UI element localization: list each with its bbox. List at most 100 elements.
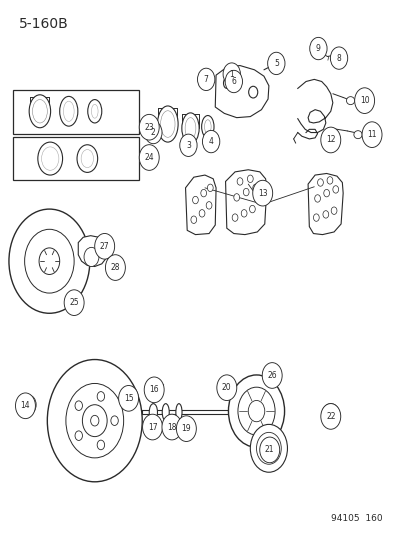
Polygon shape xyxy=(185,175,216,235)
Text: 94105  160: 94105 160 xyxy=(330,514,382,523)
Ellipse shape xyxy=(41,147,59,170)
Circle shape xyxy=(261,362,282,389)
Text: 8: 8 xyxy=(336,54,341,62)
Circle shape xyxy=(199,209,204,217)
Circle shape xyxy=(82,405,107,437)
Circle shape xyxy=(142,414,162,440)
Circle shape xyxy=(248,86,257,98)
Circle shape xyxy=(248,400,264,422)
Circle shape xyxy=(354,88,374,114)
Circle shape xyxy=(64,290,84,316)
Circle shape xyxy=(9,209,90,313)
Ellipse shape xyxy=(88,100,102,123)
Circle shape xyxy=(267,52,284,75)
Text: 13: 13 xyxy=(257,189,267,198)
Text: 28: 28 xyxy=(110,263,120,272)
Ellipse shape xyxy=(162,403,169,421)
Circle shape xyxy=(47,360,142,482)
Text: 27: 27 xyxy=(100,242,109,251)
Polygon shape xyxy=(215,66,268,118)
Text: 16: 16 xyxy=(149,385,159,394)
Ellipse shape xyxy=(204,120,211,134)
Ellipse shape xyxy=(160,111,175,138)
Text: 6: 6 xyxy=(231,77,236,86)
Circle shape xyxy=(119,385,138,411)
Circle shape xyxy=(197,68,214,91)
Circle shape xyxy=(207,184,213,191)
Circle shape xyxy=(252,180,272,206)
Text: 24: 24 xyxy=(144,153,154,162)
Circle shape xyxy=(206,201,211,209)
Polygon shape xyxy=(307,173,342,235)
Text: 15: 15 xyxy=(123,394,133,403)
Text: 23: 23 xyxy=(144,123,154,132)
Circle shape xyxy=(21,395,36,414)
Circle shape xyxy=(66,383,123,458)
Circle shape xyxy=(179,134,197,157)
Ellipse shape xyxy=(201,116,214,138)
Text: 20: 20 xyxy=(221,383,231,392)
Text: 11: 11 xyxy=(366,130,376,139)
Circle shape xyxy=(139,144,159,171)
Circle shape xyxy=(139,115,159,140)
Ellipse shape xyxy=(149,403,157,421)
Circle shape xyxy=(111,416,118,425)
Circle shape xyxy=(228,375,284,447)
Circle shape xyxy=(326,176,332,184)
Circle shape xyxy=(321,403,339,427)
Circle shape xyxy=(176,416,196,441)
Ellipse shape xyxy=(203,74,210,85)
Text: 3: 3 xyxy=(185,141,190,150)
Circle shape xyxy=(39,248,59,274)
Text: 26: 26 xyxy=(267,371,276,380)
Ellipse shape xyxy=(353,131,361,139)
Circle shape xyxy=(317,179,323,186)
Text: 4: 4 xyxy=(208,137,213,146)
Circle shape xyxy=(247,175,253,182)
Ellipse shape xyxy=(223,78,230,88)
Circle shape xyxy=(75,401,82,410)
Circle shape xyxy=(309,37,326,60)
Circle shape xyxy=(192,196,198,204)
Circle shape xyxy=(200,189,206,197)
Circle shape xyxy=(161,414,181,440)
Text: 18: 18 xyxy=(167,423,176,432)
Bar xyxy=(13,137,139,180)
Ellipse shape xyxy=(181,113,199,144)
Circle shape xyxy=(241,209,247,217)
Circle shape xyxy=(24,229,74,293)
Text: 9: 9 xyxy=(315,44,320,53)
Circle shape xyxy=(320,127,340,153)
Text: 10: 10 xyxy=(359,96,368,105)
Circle shape xyxy=(90,415,99,426)
Ellipse shape xyxy=(77,145,97,172)
Text: 17: 17 xyxy=(147,423,157,432)
Circle shape xyxy=(320,403,340,429)
Ellipse shape xyxy=(38,142,62,175)
Text: 1: 1 xyxy=(229,70,234,78)
Circle shape xyxy=(95,233,114,259)
Circle shape xyxy=(250,424,287,472)
Text: 7: 7 xyxy=(203,75,208,84)
Circle shape xyxy=(190,216,196,223)
Circle shape xyxy=(105,255,125,280)
Circle shape xyxy=(252,184,258,191)
Polygon shape xyxy=(225,169,266,235)
Text: 14: 14 xyxy=(21,401,30,410)
Text: 5-160B: 5-160B xyxy=(19,17,69,30)
Circle shape xyxy=(202,131,219,153)
Circle shape xyxy=(233,193,239,201)
Circle shape xyxy=(361,122,381,148)
Circle shape xyxy=(15,393,36,418)
Circle shape xyxy=(243,188,249,196)
Circle shape xyxy=(332,185,338,193)
Circle shape xyxy=(97,440,104,450)
Circle shape xyxy=(145,122,161,144)
Circle shape xyxy=(97,392,104,401)
Text: 25: 25 xyxy=(69,298,79,307)
Ellipse shape xyxy=(185,118,195,139)
Circle shape xyxy=(225,70,242,93)
Circle shape xyxy=(75,431,82,440)
Circle shape xyxy=(249,205,255,213)
Polygon shape xyxy=(78,236,107,266)
